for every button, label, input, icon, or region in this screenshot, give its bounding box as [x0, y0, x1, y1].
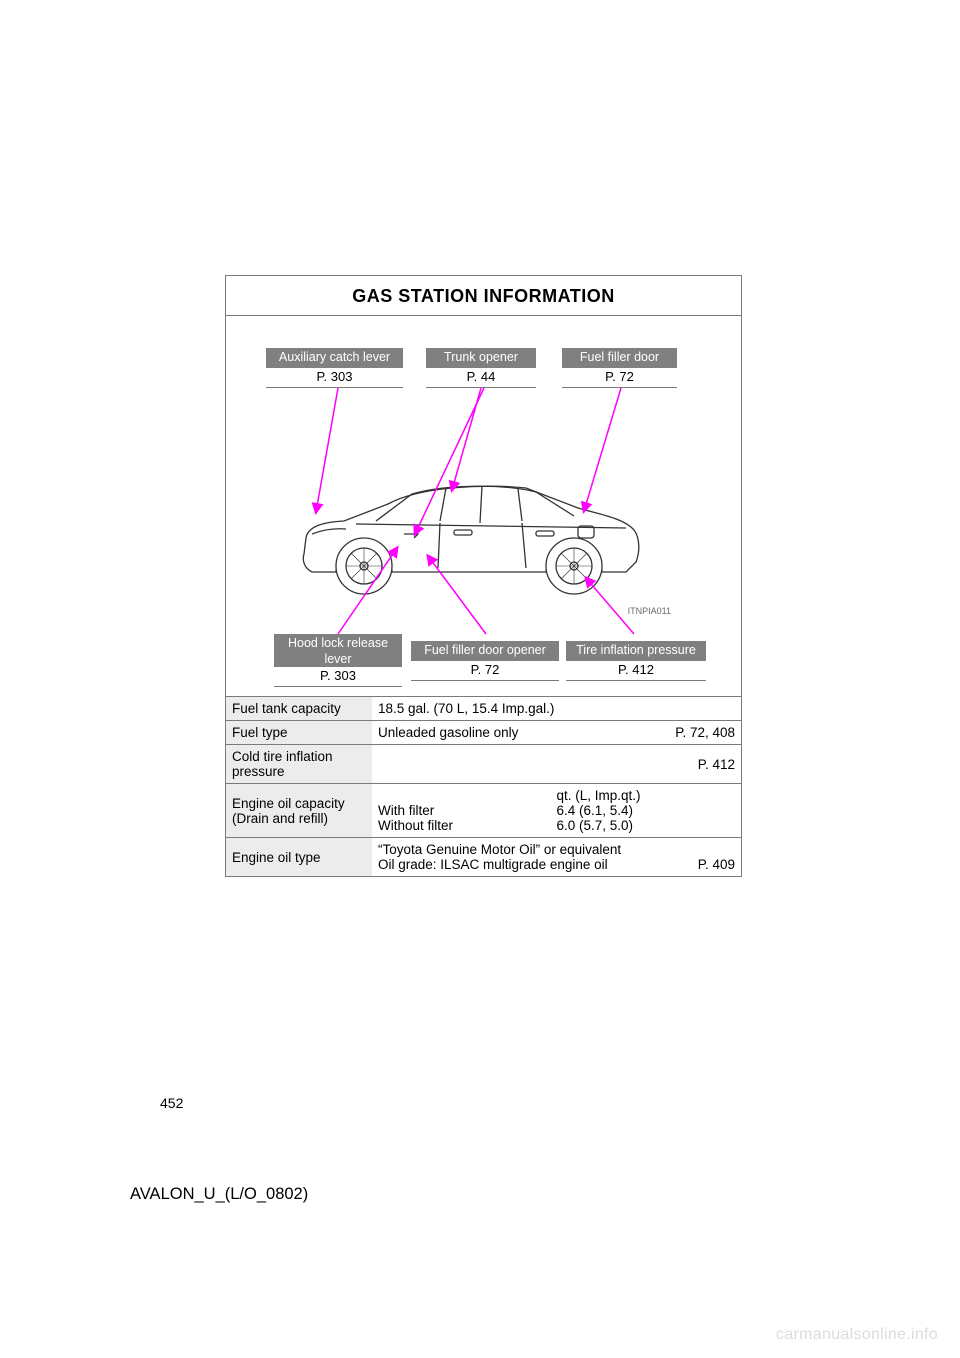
callout-page: P. 412 — [566, 661, 706, 681]
box-title: GAS STATION INFORMATION — [226, 276, 741, 315]
spec-value: Unleaded gasoline only — [378, 725, 518, 740]
callout-page: P. 303 — [274, 667, 402, 687]
figure-code: ITNPIA011 — [628, 606, 671, 616]
callout-label: Hood lock release lever — [274, 634, 402, 667]
callout-tire-pressure: Tire inflation pressure P. 412 — [566, 641, 706, 681]
row-fuel-type: Fuel type Unleaded gasoline only P. 72, … — [226, 721, 741, 745]
diagram-section: Auxiliary catch lever P. 303 Trunk opene… — [226, 315, 741, 696]
row-oil-type: Engine oil type “Toyota Genuine Motor Oi… — [226, 838, 741, 877]
oil-with-label: With filter — [378, 803, 557, 818]
callout-hood-release: Hood lock release lever P. 303 — [274, 634, 402, 687]
document-id: AVALON_U_(L/O_0802) — [130, 1185, 308, 1204]
oil-type-line2: Oil grade: ILSAC multigrade engine oil — [378, 857, 608, 872]
spec-label: Engine oil type — [226, 838, 372, 877]
page-number: 452 — [160, 1095, 183, 1111]
oil-with-value: 6.4 (6.1, 5.4) — [557, 803, 736, 818]
callout-fuel-opener: Fuel filler door opener P. 72 — [411, 641, 559, 681]
spec-table: Fuel tank capacity 18.5 gal. (70 L, 15.4… — [226, 696, 741, 876]
row-cold-tire: Cold tire inflation pressure P. 412 — [226, 745, 741, 784]
spec-label: Fuel type — [226, 721, 372, 745]
callout-label: Tire inflation pressure — [566, 641, 706, 661]
spec-page-ref: P. 72, 408 — [675, 725, 735, 740]
row-fuel-capacity: Fuel tank capacity 18.5 gal. (70 L, 15.4… — [226, 697, 741, 721]
spec-label: Cold tire inflation pressure — [226, 745, 372, 784]
spec-label: Engine oil capacity (Drain and refill) — [226, 784, 372, 838]
row-oil-capacity: Engine oil capacity (Drain and refill) q… — [226, 784, 741, 838]
diagram: Auxiliary catch lever P. 303 Trunk opene… — [226, 316, 741, 696]
oil-without-value: 6.0 (5.7, 5.0) — [557, 818, 736, 833]
front-wheel — [336, 538, 392, 594]
rear-wheel — [546, 538, 602, 594]
watermark: carmanualsonline.info — [776, 1326, 938, 1344]
oil-type-line1: “Toyota Genuine Motor Oil” or equivalent — [378, 842, 735, 857]
oil-unit-header: qt. (L, Imp.qt.) — [557, 788, 736, 803]
spec-label: Fuel tank capacity — [226, 697, 372, 721]
spec-page-ref: P. 409 — [698, 857, 735, 872]
spec-page-ref: P. 412 — [698, 757, 735, 772]
callout-label: Fuel filler door opener — [411, 641, 559, 661]
info-box: GAS STATION INFORMATION Auxiliary catch … — [225, 275, 742, 877]
spec-value: 18.5 gal. (70 L, 15.4 Imp.gal.) — [372, 697, 741, 721]
oil-without-label: Without filter — [378, 818, 557, 833]
page: GAS STATION INFORMATION Auxiliary catch … — [0, 0, 960, 1358]
callout-page: P. 72 — [411, 661, 559, 681]
